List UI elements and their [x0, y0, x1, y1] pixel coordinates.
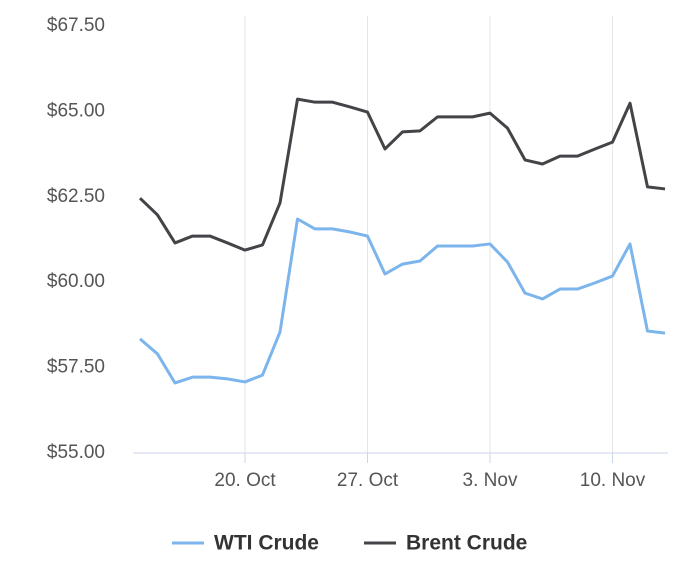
- x-tick-label: 3. Nov: [463, 470, 518, 491]
- y-tick-label: $62.50: [47, 186, 105, 207]
- y-tick-label: $67.50: [47, 15, 105, 36]
- x-tick-label: 10. Nov: [580, 470, 646, 491]
- y-tick-label: $55.00: [47, 442, 105, 463]
- y-tick-label: $60.00: [47, 271, 105, 292]
- x-tick-label: 27. Oct: [337, 470, 399, 491]
- x-tick-label: 20. Oct: [214, 470, 276, 491]
- series-line: [139, 217, 666, 385]
- series-line: [138, 97, 666, 252]
- y-tick-label: $57.50: [47, 357, 105, 378]
- legend-label: Brent Crude: [406, 532, 527, 555]
- legend-label: WTI Crude: [214, 532, 319, 555]
- y-tick-label: $65.00: [47, 100, 105, 121]
